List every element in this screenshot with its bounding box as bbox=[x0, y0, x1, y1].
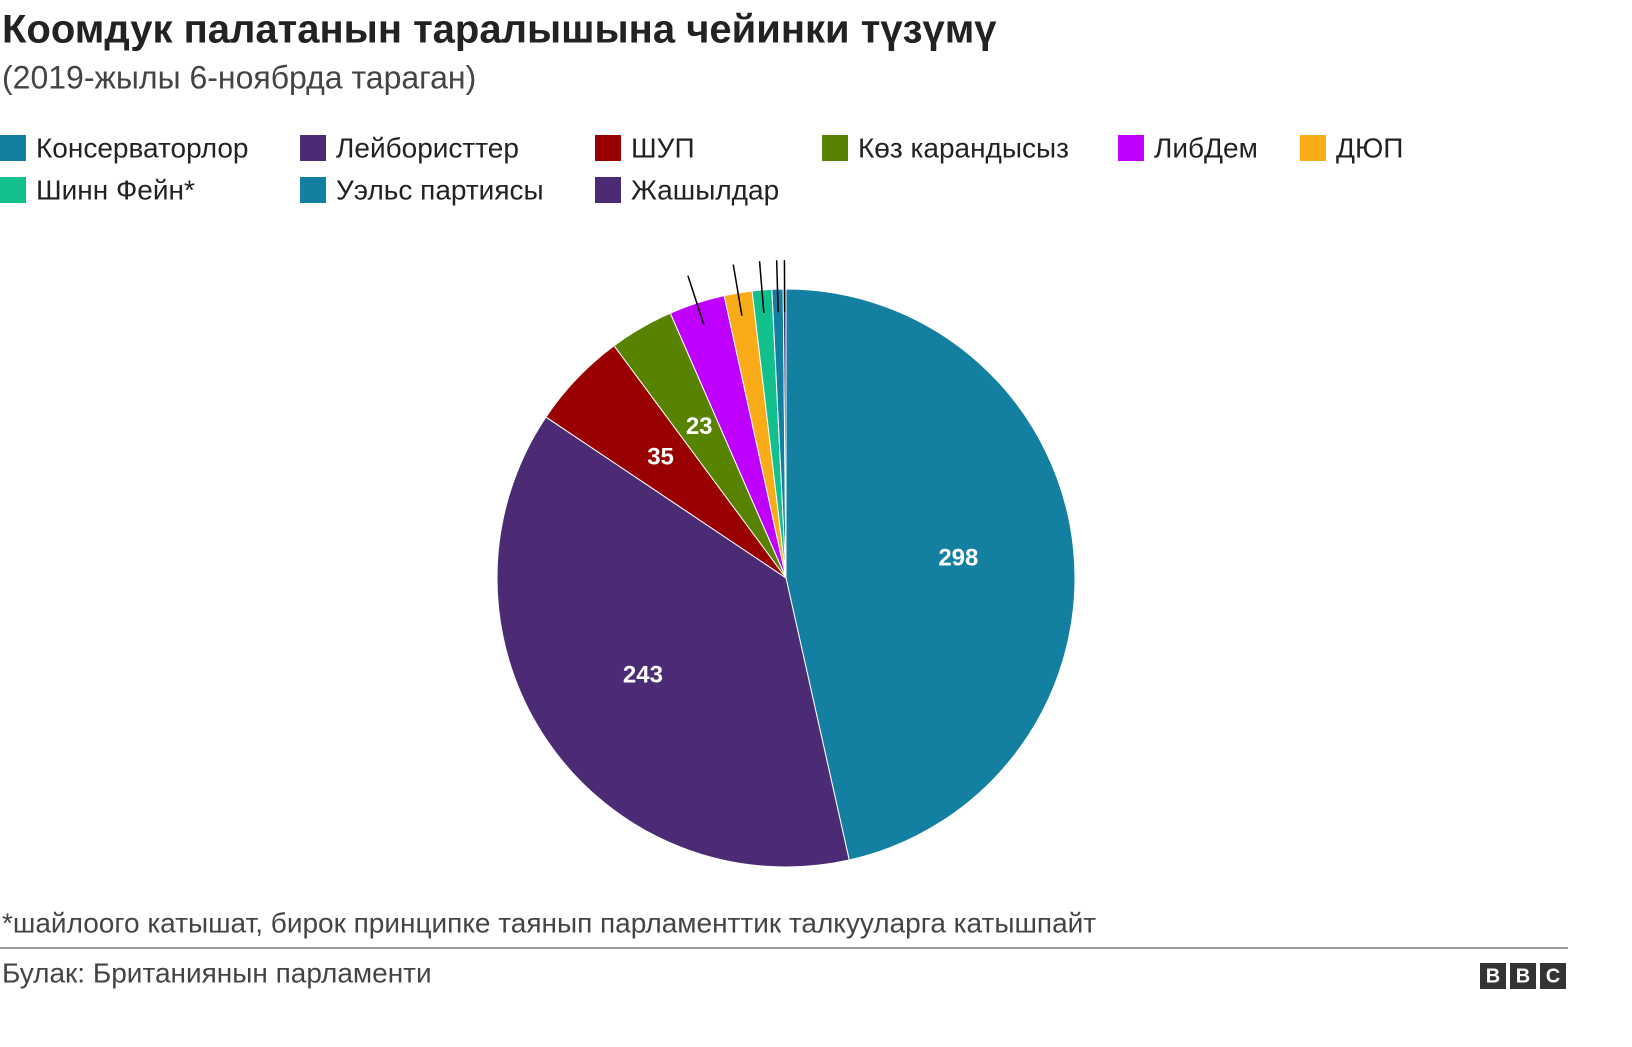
chart-title: Коомдук палатанын таралышына чейинки түз… bbox=[2, 8, 997, 52]
legend-label: ШУП bbox=[631, 132, 695, 163]
legend-swatch bbox=[1300, 135, 1326, 161]
logo-letter: B bbox=[1516, 965, 1530, 987]
legend-label: Көз карандысыз bbox=[858, 132, 1069, 163]
legend-swatch bbox=[1118, 135, 1144, 161]
legend-swatch bbox=[0, 177, 26, 203]
legend-label: ДЮП bbox=[1336, 132, 1403, 163]
legend-swatch bbox=[822, 135, 848, 161]
legend-swatch bbox=[595, 135, 621, 161]
logo-letter: B bbox=[1486, 965, 1500, 987]
source: Булак: Британиянын парламенти bbox=[2, 957, 432, 988]
legend-label: Уэльс партиясы bbox=[336, 174, 544, 205]
legend-label: Консерваторлор bbox=[36, 132, 249, 163]
legend-swatch bbox=[0, 135, 26, 161]
data-label: 35 bbox=[647, 444, 674, 471]
legend-swatch bbox=[300, 177, 326, 203]
data-label: 298 bbox=[938, 544, 978, 571]
legend-label: ЛибДем bbox=[1154, 132, 1258, 163]
legend-label: Лейбористтер bbox=[336, 132, 519, 163]
legend-swatch bbox=[595, 177, 621, 203]
footnote: *шайлоого катышат, бирок принципке таяны… bbox=[2, 907, 1096, 938]
data-label: 23 bbox=[686, 413, 713, 440]
data-label: 243 bbox=[623, 661, 663, 688]
legend-label: Шинн Фейн* bbox=[36, 174, 195, 205]
chart-subtitle: (2019-жылы 6-ноябрда тараган) bbox=[2, 59, 476, 95]
legend-label: Жашылдар bbox=[631, 174, 779, 205]
logo-letter: C bbox=[1546, 965, 1560, 987]
legend-swatch bbox=[300, 135, 326, 161]
